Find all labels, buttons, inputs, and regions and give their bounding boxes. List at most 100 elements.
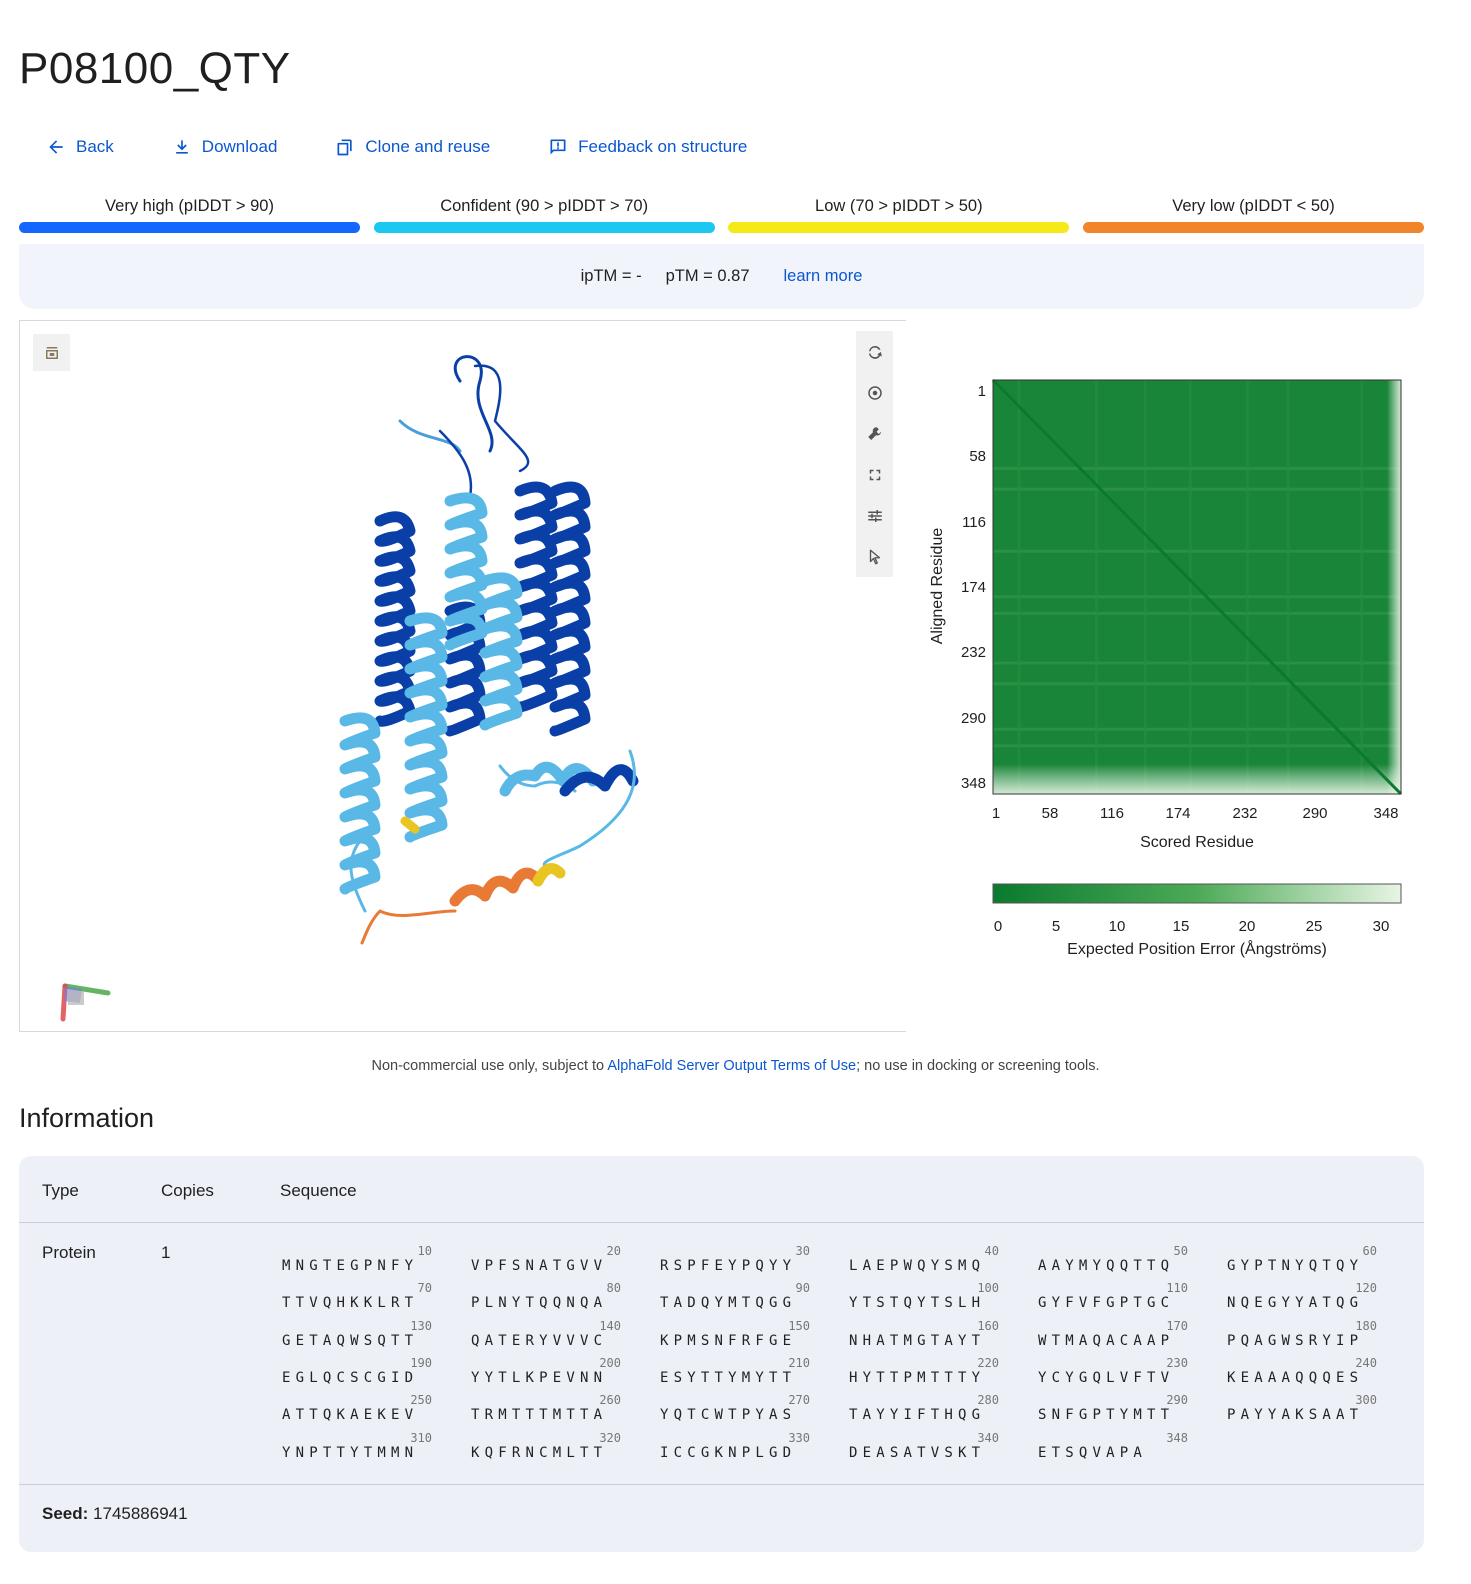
colorbar-tick-label: 20 bbox=[1239, 918, 1256, 935]
clone-and-reuse-button[interactable]: Clone and reuse bbox=[335, 137, 490, 157]
sequence-chunk: WTMAQACAAP bbox=[1038, 1332, 1175, 1349]
y-tick-label: 290 bbox=[961, 710, 986, 727]
legend-color-bar bbox=[373, 222, 715, 233]
terms-suffix: ; no use in docking or screening tools. bbox=[856, 1058, 1100, 1074]
sequence-position-number: 30 bbox=[795, 1244, 810, 1258]
heatmap-band bbox=[993, 611, 1401, 615]
seed-info: Seed: 1745886941 bbox=[42, 1504, 188, 1524]
back-label: Back bbox=[76, 137, 114, 156]
pae-chart: Aligned Residue Scored Residue Expected … bbox=[920, 360, 1460, 980]
sequence-chunk: ICCGKNPLGD bbox=[660, 1444, 797, 1461]
terms-link[interactable]: AlphaFold Server Output Terms of Use bbox=[607, 1058, 857, 1074]
header-divider bbox=[19, 1222, 1424, 1223]
heatmap-band bbox=[1095, 380, 1098, 794]
sequence-position-number: 290 bbox=[1166, 1393, 1188, 1408]
sequence-position-number: 140 bbox=[599, 1318, 621, 1333]
feedback-button[interactable]: Feedback on structure bbox=[548, 137, 747, 157]
sequence-position-number: 20 bbox=[606, 1244, 621, 1258]
sequence-position-number: 330 bbox=[788, 1430, 810, 1445]
colorbar-tick-label: 10 bbox=[1109, 918, 1126, 935]
footer-divider bbox=[19, 1484, 1424, 1485]
clone-label: Clone and reuse bbox=[365, 137, 491, 156]
download-button[interactable]: Download bbox=[172, 137, 277, 157]
copy-icon bbox=[337, 139, 353, 156]
column-header-copies: Copies bbox=[161, 1181, 214, 1200]
settings-sliders-icon bbox=[867, 509, 882, 522]
sequence-position-number: 70 bbox=[417, 1281, 432, 1296]
terms-notice: Non-commercial use only, subject to Alph… bbox=[0, 1058, 1471, 1074]
fullscreen-button[interactable] bbox=[856, 454, 893, 495]
sequence-position-number: 130 bbox=[410, 1318, 432, 1333]
sequence-chunk: NQEGYYATQG bbox=[1227, 1295, 1364, 1312]
rotate-button[interactable] bbox=[856, 331, 893, 372]
x-axis-label: Scored Residue bbox=[1140, 834, 1254, 851]
sequence-position-number: 10 bbox=[417, 1244, 432, 1258]
sequence-chunk: YNPTTYTMMN bbox=[282, 1444, 419, 1461]
legend-label: Very low (pIDDT < 50) bbox=[1172, 197, 1335, 215]
terms-prefix: Non-commercial use only, subject to bbox=[371, 1058, 608, 1074]
sequence-position-number: 150 bbox=[788, 1318, 810, 1333]
learn-more-link[interactable]: learn more bbox=[783, 267, 863, 285]
sequence-position-number: 280 bbox=[977, 1393, 999, 1408]
legend-label: Confident (90 > pIDDT > 70) bbox=[440, 197, 649, 215]
tools-button[interactable] bbox=[856, 413, 893, 454]
sequence-chunk: GETAQWSQTT bbox=[282, 1332, 419, 1349]
wrench-icon bbox=[867, 426, 881, 440]
sequence-chunk: KPMSNFRFGE bbox=[660, 1332, 797, 1349]
heatmap-band bbox=[1360, 380, 1364, 794]
x-tick-label: 174 bbox=[1165, 805, 1190, 822]
select-button[interactable] bbox=[856, 536, 893, 577]
heatmap-band bbox=[1188, 380, 1192, 794]
cursor-icon bbox=[869, 549, 880, 564]
y-tick-label: 116 bbox=[962, 514, 986, 531]
x-tick-label: 58 bbox=[1042, 805, 1059, 822]
y-tick-label: 174 bbox=[961, 579, 986, 596]
camera-icon bbox=[867, 385, 882, 400]
sequence-chunk: YCYGQLVFTV bbox=[1038, 1369, 1175, 1386]
sequence-position-number: 190 bbox=[410, 1355, 432, 1370]
colorbar-tick-label: 15 bbox=[1173, 918, 1190, 935]
protein-structure-render[interactable] bbox=[20, 321, 906, 1032]
page-title: P08100_QTY bbox=[19, 44, 291, 93]
iptm-score: ipTM = - bbox=[580, 267, 642, 285]
back-button[interactable]: Back bbox=[46, 137, 114, 157]
x-tick-label: 116 bbox=[1100, 805, 1124, 822]
legend-label: Low (70 > pIDDT > 50) bbox=[815, 197, 983, 215]
sequence-position-number: 310 bbox=[410, 1430, 432, 1445]
row-copies: 1 bbox=[161, 1243, 171, 1262]
panel-toggle-button[interactable] bbox=[33, 334, 70, 371]
sequence-chunk: PLNYTQQNQA bbox=[471, 1295, 608, 1312]
sequence-position-number: 170 bbox=[1166, 1318, 1188, 1333]
sequence-chunk: TADQYMTQGG bbox=[660, 1295, 797, 1312]
sequence-chunk: LAEPWQYSMQ bbox=[849, 1258, 986, 1274]
x-tick-label: 1 bbox=[992, 805, 1000, 822]
settings-button[interactable] bbox=[856, 495, 893, 536]
sequence-position-number: 60 bbox=[1362, 1244, 1377, 1258]
legend-color-bar bbox=[19, 222, 360, 233]
feedback-icon bbox=[550, 139, 566, 155]
sequence-position-number: 100 bbox=[977, 1281, 999, 1296]
heatmap-band bbox=[1286, 380, 1290, 794]
heatmap-band bbox=[1017, 380, 1021, 794]
column-header-type: Type bbox=[42, 1181, 79, 1200]
y-axis-label: Aligned Residue bbox=[929, 528, 946, 645]
sequence-chunk: KEAAAQQQES bbox=[1227, 1369, 1364, 1386]
sequence-chunk: ETSQVAPA bbox=[1038, 1444, 1148, 1461]
sequence-chunk: YQTCWTPYAS bbox=[660, 1407, 797, 1424]
y-tick-label: 348 bbox=[961, 775, 986, 792]
confidence-scores: ipTM = - pTM = 0.87 learn more bbox=[19, 244, 1424, 309]
sequence-chunk: VPFSNATGVV bbox=[471, 1258, 608, 1274]
legend-very-low: Very low (pIDDT < 50) bbox=[1082, 196, 1424, 233]
heatmap-edge bbox=[1387, 380, 1401, 794]
heatmap-band bbox=[993, 661, 1401, 665]
colorbar-label: Expected Position Error (Ångströms) bbox=[1067, 939, 1327, 958]
sequence-position-number: 180 bbox=[1355, 1318, 1377, 1333]
screenshot-button[interactable] bbox=[856, 372, 893, 413]
heatmap-band bbox=[993, 744, 1401, 748]
sequence-chunk: AAYMYQQTTQ bbox=[1038, 1258, 1175, 1274]
sequence-chunk: RSPFEYPQYY bbox=[660, 1258, 797, 1274]
structure-viewer[interactable] bbox=[19, 320, 906, 1032]
legend-confident: Confident (90 > pIDDT > 70) bbox=[373, 196, 715, 233]
sequence-chunk: DEASATVSKT bbox=[849, 1444, 986, 1461]
y-tick-label: 58 bbox=[969, 448, 986, 465]
